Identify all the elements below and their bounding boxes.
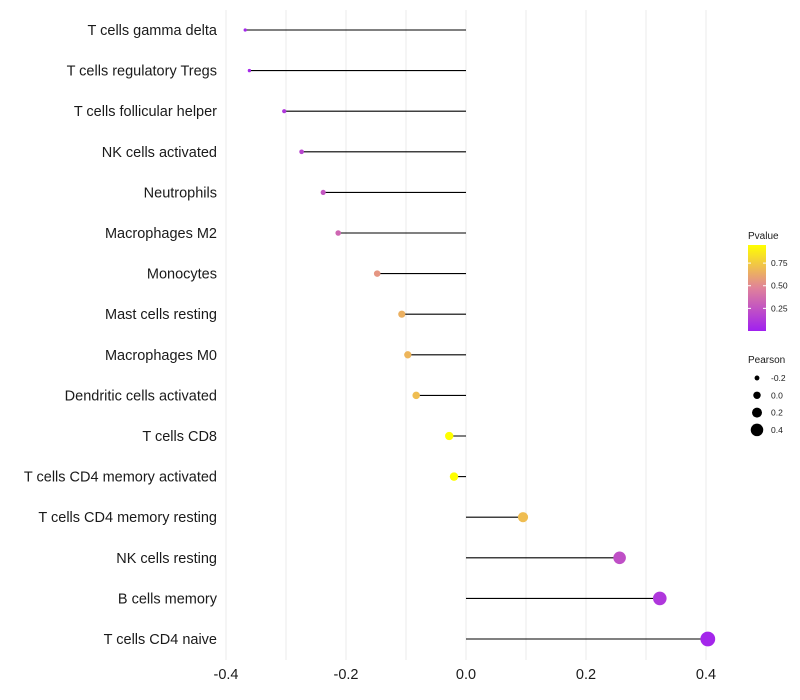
category-label: T cells CD4 naive <box>104 632 217 648</box>
data-point <box>613 551 626 565</box>
category-label: Macrophages M2 <box>105 226 217 242</box>
colorbar-tick-label: 0.50 <box>771 281 788 291</box>
data-point <box>335 230 341 236</box>
x-tick-label: 0.2 <box>576 667 596 683</box>
data-point <box>700 631 716 647</box>
x-axis-ticks: -0.4 -0.2 0.0 0.2 0.4 <box>214 667 717 683</box>
size-legend-swatch <box>750 423 764 437</box>
data-point <box>404 351 412 359</box>
data-point <box>517 512 529 523</box>
category-label: B cells memory <box>118 591 218 607</box>
category-label: T cells regulatory Tregs <box>67 64 217 80</box>
stems <box>245 29 708 640</box>
data-point <box>299 149 304 155</box>
size-legend-label: 0.2 <box>771 408 783 418</box>
size-legend-swatch <box>752 407 762 418</box>
grid <box>225 10 707 660</box>
x-tick-label: -0.4 <box>214 667 239 683</box>
size-legend-swatch <box>754 375 760 381</box>
data-point <box>412 391 420 400</box>
category-label: T cells CD8 <box>142 429 217 445</box>
colorbar-tick-label: 0.25 <box>771 303 788 313</box>
category-labels: T cells gamma delta T cells regulatory Tr… <box>24 23 218 648</box>
category-label: T cells follicular helper <box>74 104 217 120</box>
category-label: Neutrophils <box>144 185 217 201</box>
pearson-legend-title: Pearson <box>748 355 785 366</box>
pvalue-colorbar <box>748 245 766 331</box>
x-tick-label: 0.4 <box>696 667 716 683</box>
category-label: T cells gamma delta <box>88 23 218 39</box>
category-label: Mast cells resting <box>105 307 217 323</box>
x-tick-label: 0.0 <box>456 667 476 683</box>
category-label: NK cells resting <box>116 551 217 567</box>
data-point <box>398 310 406 318</box>
data-point <box>320 189 326 195</box>
x-tick-label: -0.2 <box>334 667 359 683</box>
category-label: Dendritic cells activated <box>65 388 217 404</box>
category-label: Monocytes <box>147 267 217 283</box>
size-legend-label: 0.0 <box>771 390 783 400</box>
size-legend-swatch <box>753 391 761 400</box>
size-legend-label: 0.4 <box>771 425 783 435</box>
pvalue-legend: Pvalue 0.25 0.50 0.75 <box>748 231 788 331</box>
data-point <box>243 28 247 32</box>
category-label: Macrophages M0 <box>105 348 217 364</box>
data-point <box>445 431 454 441</box>
data-point <box>653 591 667 606</box>
data-point <box>449 472 459 481</box>
category-label: NK cells activated <box>102 145 217 161</box>
category-label: T cells CD4 memory resting <box>38 510 217 526</box>
points <box>243 28 716 647</box>
data-point <box>373 270 381 277</box>
data-point <box>247 68 252 73</box>
category-label: T cells CD4 memory activated <box>24 470 217 486</box>
colorbar-tick-label: 0.75 <box>771 258 788 268</box>
data-point <box>282 109 287 114</box>
size-legend-label: -0.2 <box>771 373 786 383</box>
pearson-legend: Pearson -0.2 0.0 0.2 0.4 <box>748 355 786 437</box>
pvalue-legend-title: Pvalue <box>748 231 779 242</box>
